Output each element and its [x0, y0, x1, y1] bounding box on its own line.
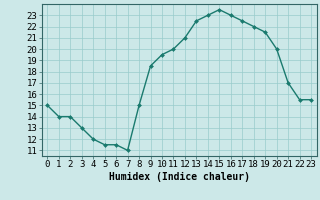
X-axis label: Humidex (Indice chaleur): Humidex (Indice chaleur) [109, 172, 250, 182]
